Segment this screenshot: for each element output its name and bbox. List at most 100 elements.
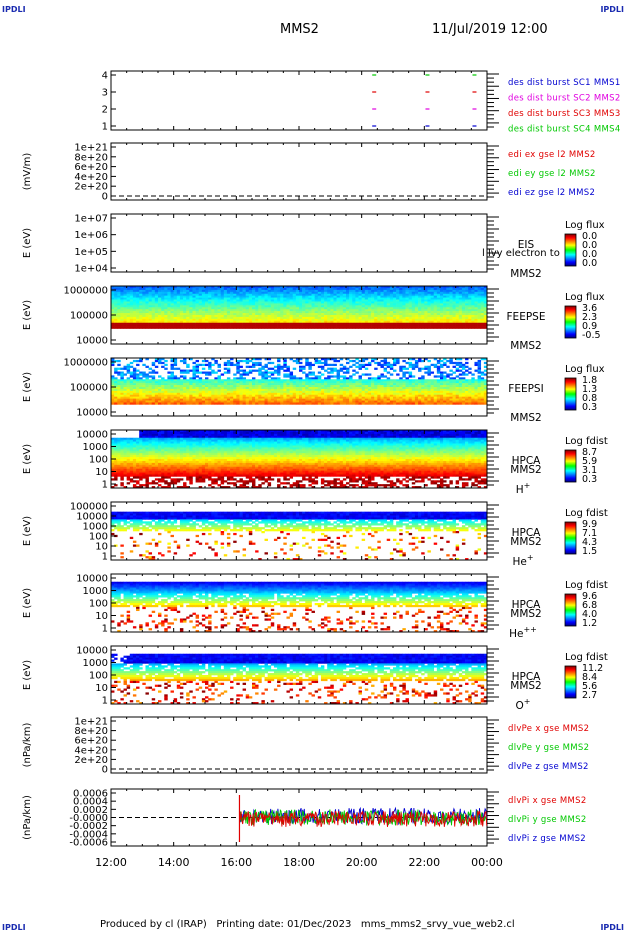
heatmap-cell [277,316,281,320]
heatmap-cell [267,322,272,325]
heatmap-cell [314,291,319,295]
heatmap-cell [364,316,369,320]
heatmap-cell [273,311,278,314]
heatmap-cell [114,297,118,300]
heatmap-cell [352,396,356,399]
heatmap-cell [452,286,456,289]
heatmap-cell [443,318,447,322]
heatmap-cell [311,286,315,289]
heatmap-cell [255,385,259,388]
heatmap-cell [380,301,384,304]
heatmap-cell [430,299,435,302]
heatmap-cell [252,316,256,320]
heatmap-cell [211,324,215,327]
heatmap-cell [427,379,431,382]
heatmap-cell [380,316,384,320]
heatmap-cell [267,367,272,370]
heatmap-cell [355,315,359,318]
heatmap-cell [111,383,115,386]
heatmap-cell [314,390,319,394]
heatmap-cell [179,301,184,304]
heatmap-cell [452,291,456,295]
heatmap-cell [289,398,294,401]
heatmap-cell [123,402,127,405]
heatmap-cell [292,303,297,306]
heatmap-cell [327,315,331,318]
heatmap-cell [111,307,115,310]
heatmap-cell [421,381,425,384]
heatmap-cell [358,293,362,296]
heatmap-cell [136,373,140,376]
heatmap-cell [411,311,416,314]
heatmap-cell [367,316,372,320]
heatmap-cell [349,291,353,295]
heatmap-cell [139,373,143,376]
heatmap-cell [255,316,259,320]
heatmap-cell [302,326,306,329]
heatmap-cell [374,390,378,394]
heatmap-cell [286,379,290,382]
heatmap-cell [414,286,419,289]
heatmap-cell [465,299,469,302]
heatmap-cell [198,383,203,386]
legend-entry: edi ex gse l2 MMS2 [508,150,596,160]
heatmap-cell [129,315,134,318]
heatmap-cell [305,400,309,403]
heatmap-cell [176,387,181,390]
heatmap-cell [195,396,200,399]
heatmap-cell [179,326,184,329]
heatmap-cell [383,390,388,394]
heatmap-cell [236,361,240,365]
heatmap-cell [455,369,460,372]
heatmap-cell [411,303,416,306]
heatmap-cell [226,289,231,293]
heatmap-cell [273,291,278,295]
heatmap-cell [364,309,369,312]
heatmap-cell [433,303,438,306]
heatmap-cell [418,390,422,394]
heatmap-cell [433,388,438,392]
heatmap-cell [129,383,134,386]
heatmap-cell [327,394,331,397]
heatmap-cell [255,307,259,310]
heatmap-cell [286,318,290,322]
heatmap-cell [402,297,406,300]
heatmap-cell [336,293,341,296]
heatmap-cell [320,318,325,322]
heatmap-cell [342,390,347,394]
heatmap-cell [120,324,124,327]
heatmap-cell [483,322,488,325]
heatmap-cell [217,383,221,386]
heatmap-cell [446,400,450,403]
heatmap-cell [154,324,159,327]
heatmap-cell [355,388,359,392]
heatmap-cell [311,320,315,324]
heatmap-cell [289,295,294,298]
heatmap-cell [430,402,435,405]
heatmap-cell [377,291,381,295]
heatmap-cell [111,311,115,314]
heatmap-cell [380,293,384,296]
heatmap-cell [308,301,312,304]
heatmap-cell [230,315,234,318]
heatmap-cell [136,299,140,302]
heatmap-cell [367,315,372,318]
heatmap-cell [367,400,372,403]
heatmap-cell [389,388,394,392]
heatmap-cell [286,398,290,401]
heatmap-cell [117,394,121,397]
heatmap-cell [277,307,281,310]
heatmap-cell [308,381,312,384]
heatmap-cell [233,289,237,293]
heatmap-cell [367,377,372,380]
heatmap-cell [195,381,200,384]
heatmap-cell [289,301,294,304]
heatmap-cell [129,402,134,405]
heatmap-cell [192,303,196,306]
heatmap-cell [214,315,218,318]
heatmap-cell [123,381,127,384]
heatmap-cell [154,358,159,361]
heatmap-cell [114,299,118,302]
colorbar-tick-label: 0.0 [582,249,597,260]
heatmap-cell [361,400,366,403]
